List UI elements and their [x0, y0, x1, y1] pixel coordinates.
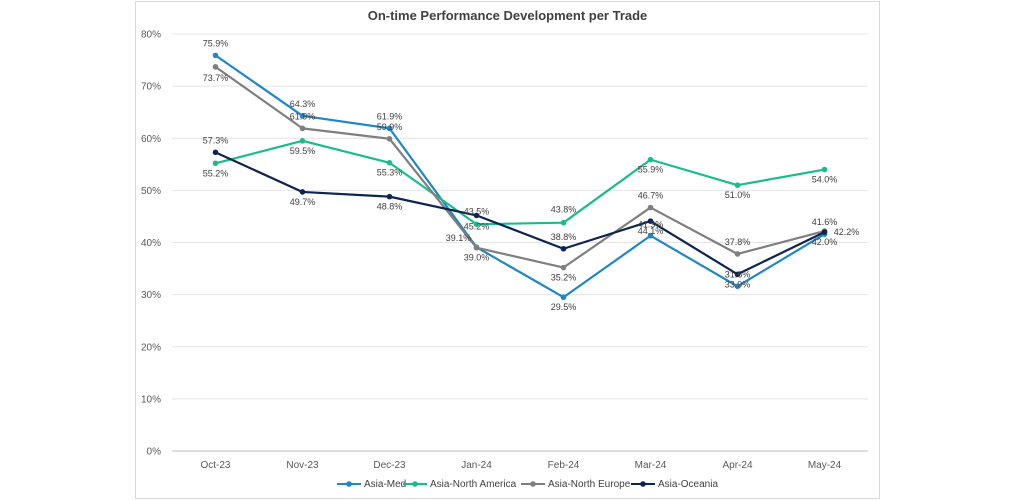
data-point: [212, 160, 219, 167]
data-label: 51.0%: [725, 190, 751, 200]
data-label: 33.9%: [725, 279, 751, 289]
y-tick-label: 10%: [141, 394, 161, 405]
data-label: 42.0%: [812, 237, 838, 247]
data-point: [734, 182, 741, 188]
data-point: [560, 219, 567, 226]
data-point: [560, 294, 567, 301]
data-label: 59.9%: [377, 122, 403, 132]
data-point: [386, 125, 393, 132]
data-point: [821, 229, 828, 235]
series-lines: [212, 52, 828, 301]
x-axis: Oct-23 Nov-23 Dec-23 Jan-24 Feb-24 Mar-24 Apr-…: [200, 460, 841, 471]
series-line: [215, 151, 825, 276]
x-tick-label: Mar-24: [635, 460, 667, 471]
data-label: 31.6%: [725, 269, 751, 279]
data-point: [734, 283, 741, 290]
data-point: [212, 52, 219, 59]
data-label: 59.5%: [290, 146, 316, 156]
data-point: [734, 271, 741, 278]
data-label: 55.9%: [638, 165, 664, 175]
data-label: 39.1%: [446, 233, 472, 243]
series-line: [215, 139, 825, 226]
data-label: 61.9%: [290, 111, 316, 121]
y-tick-label: 70%: [141, 82, 161, 93]
legend-label: Asia-Oceania: [658, 479, 718, 490]
data-label: 61.9%: [377, 111, 403, 121]
legend: Asia-Med Asia-North America Asia-North Eur…: [337, 479, 718, 490]
data-label: 38.8%: [551, 232, 577, 242]
x-tick-label: Feb-24: [548, 460, 580, 471]
data-point: [647, 218, 654, 224]
x-tick-label: Dec-23: [373, 460, 406, 471]
data-point: [647, 232, 654, 239]
data-label: 43.8%: [551, 205, 577, 215]
data-point: [473, 212, 480, 219]
data-label: 41.6%: [812, 217, 838, 227]
data-point: [473, 221, 480, 228]
data-label: 46.7%: [638, 191, 664, 201]
data-point: [386, 159, 393, 166]
data-label: 55.3%: [377, 168, 403, 178]
data-label: 57.3%: [203, 135, 229, 145]
data-label: 41.3%: [638, 220, 664, 230]
data-point: [473, 244, 480, 251]
series-line: [214, 65, 825, 269]
data-point: [560, 245, 567, 252]
data-point: [299, 113, 306, 119]
data-point: [299, 138, 306, 144]
x-tick-label: Apr-24: [722, 460, 752, 471]
data-point: [212, 64, 219, 70]
data-point: [299, 125, 306, 132]
legend-label: Asia-Med: [364, 479, 406, 490]
y-tick-label: 40%: [141, 238, 161, 249]
y-axis: 0% 10% 20% 30% 40% 50% 60% 70% 80%: [141, 30, 161, 458]
data-point: [647, 204, 654, 211]
data-labels: 75.9% 64.3% 61.9% 39.1% 29.5% 41.3% 31.6% 41.6%…: [203, 38, 860, 312]
y-tick-label: 0%: [147, 447, 162, 458]
y-tick-label: 50%: [141, 186, 161, 197]
y-tick-label: 30%: [141, 290, 161, 301]
data-label: 73.7%: [203, 73, 229, 83]
data-point: [647, 156, 654, 163]
x-tick-label: May-24: [808, 460, 842, 471]
data-point: [386, 193, 393, 200]
x-tick-label: Oct-23: [200, 460, 230, 471]
data-label: 49.7%: [290, 197, 316, 207]
legend-marker: [640, 481, 646, 487]
data-label: 43.5%: [464, 206, 490, 216]
legend-marker: [346, 481, 352, 487]
data-label: 44.1%: [638, 226, 664, 236]
data-point: [821, 166, 828, 173]
data-label: 37.8%: [725, 237, 751, 247]
data-label: 42.2%: [834, 227, 860, 237]
data-point: [386, 135, 393, 142]
data-label: 64.3%: [290, 99, 316, 109]
data-label: 45.2%: [464, 221, 490, 231]
data-point: [560, 264, 567, 271]
data-label: 54.0%: [812, 175, 838, 185]
x-tick-label: Jan-24: [461, 460, 492, 471]
y-tick-label: 60%: [141, 134, 161, 145]
gridlines: [172, 33, 868, 452]
data-label: 55.2%: [203, 168, 229, 178]
series-line: [214, 54, 826, 299]
data-point: [212, 149, 219, 156]
data-point: [734, 251, 741, 257]
data-label: 29.5%: [551, 302, 577, 312]
legend-marker: [530, 481, 536, 487]
legend-label: Asia-North America: [430, 479, 517, 490]
data-label: 35.2%: [551, 273, 577, 283]
y-tick-label: 80%: [141, 30, 161, 41]
x-tick-label: Nov-23: [286, 460, 319, 471]
y-tick-label: 20%: [141, 342, 161, 353]
data-label: 39.0%: [464, 253, 490, 263]
chart-title: On-time Performance Development per Trad…: [367, 8, 648, 23]
legend-label: Asia-North Europe: [548, 479, 631, 490]
legend-marker: [412, 481, 418, 487]
data-point: [299, 189, 306, 195]
data-label: 48.8%: [377, 202, 403, 212]
data-label: 75.9%: [203, 38, 229, 48]
